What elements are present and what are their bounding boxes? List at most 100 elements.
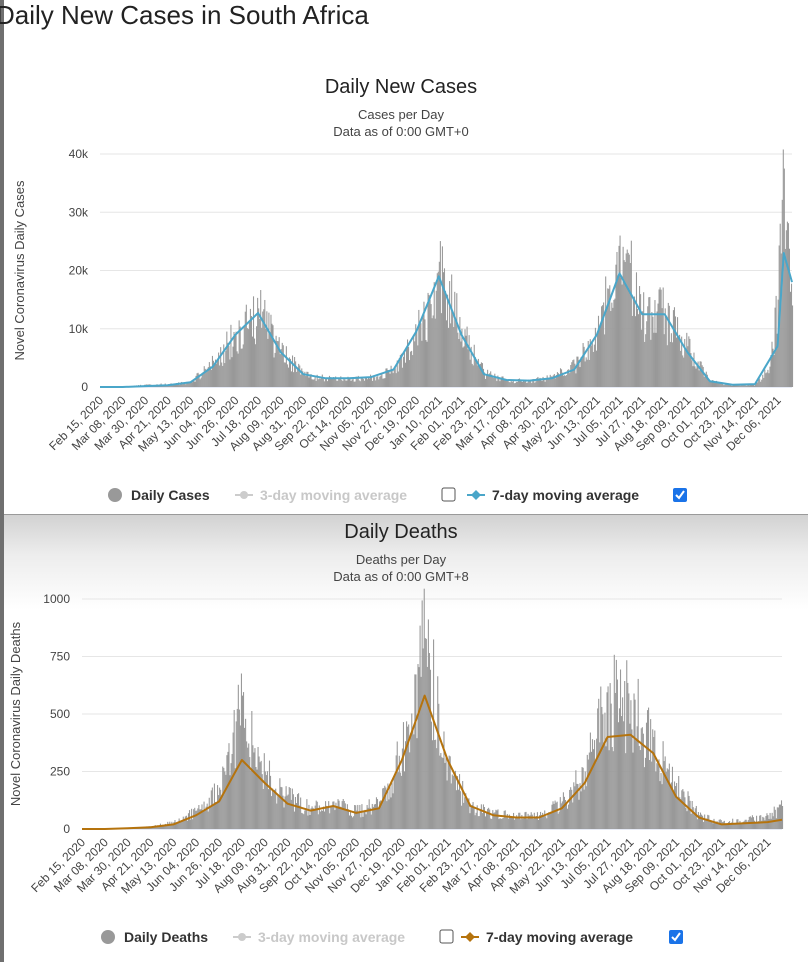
legend-avg3-marker[interactable] — [238, 933, 246, 941]
daily-bar — [646, 321, 647, 387]
daily-bar — [677, 797, 678, 829]
daily-bar — [424, 589, 425, 829]
daily-bar — [240, 725, 241, 829]
daily-bar — [534, 383, 535, 387]
legend-avg3-label[interactable]: 3-day moving average — [260, 487, 407, 503]
daily-bar — [433, 639, 434, 829]
daily-bar — [485, 379, 486, 387]
daily-bar — [643, 734, 644, 829]
daily-bar — [537, 812, 538, 829]
daily-bar — [596, 739, 597, 829]
daily-bar — [530, 381, 531, 387]
daily-bar — [276, 804, 277, 829]
legend-avg7-label[interactable]: 7-day moving average — [492, 487, 639, 503]
daily-bar — [765, 373, 766, 387]
legend-avg3-marker[interactable] — [240, 491, 248, 499]
daily-bar — [193, 809, 194, 829]
daily-bar — [479, 367, 480, 387]
daily-bar — [490, 371, 491, 387]
daily-bar — [569, 373, 570, 387]
daily-bar — [763, 378, 764, 387]
daily-bar — [326, 378, 327, 387]
daily-bar — [188, 383, 189, 387]
daily-bar — [314, 810, 315, 829]
daily-bar — [440, 753, 441, 829]
daily-bar — [486, 374, 487, 387]
daily-bar — [606, 309, 607, 387]
daily-bar — [658, 304, 659, 387]
daily-bar — [278, 797, 279, 829]
daily-bar — [644, 767, 645, 829]
daily-bar — [525, 381, 526, 387]
daily-bar — [563, 792, 564, 829]
daily-bar — [334, 378, 335, 387]
daily-bar — [555, 378, 556, 387]
daily-bar — [578, 800, 579, 829]
daily-bar — [377, 799, 378, 829]
daily-bar — [418, 310, 419, 387]
daily-bar — [613, 300, 614, 387]
daily-bar — [600, 324, 601, 387]
legend-daily-marker[interactable] — [108, 488, 122, 502]
daily-bar — [379, 377, 380, 387]
daily-bar — [759, 379, 760, 387]
daily-bar — [595, 763, 596, 829]
legend-avg3-label[interactable]: 3-day moving average — [258, 929, 405, 945]
daily-bar — [478, 816, 479, 829]
daily-bar — [564, 797, 565, 829]
daily-bar — [499, 381, 500, 387]
daily-bar — [689, 796, 690, 829]
legend-daily-marker[interactable] — [101, 930, 115, 944]
legend-daily-label[interactable]: Daily Deaths — [124, 929, 208, 945]
daily-bar — [231, 763, 232, 829]
daily-bar — [777, 807, 778, 829]
daily-bar — [605, 276, 606, 387]
daily-bar — [394, 370, 395, 387]
daily-bar — [453, 327, 454, 387]
daily-bar — [678, 776, 679, 829]
daily-bar — [699, 370, 700, 387]
daily-bar — [538, 820, 539, 829]
daily-bar — [485, 816, 486, 829]
daily-bar — [447, 295, 448, 387]
daily-bar — [259, 319, 260, 387]
daily-bar — [671, 333, 672, 387]
daily-bar — [246, 305, 247, 387]
daily-bar — [426, 342, 427, 387]
legend-avg7-marker[interactable] — [465, 932, 475, 942]
daily-bar — [489, 810, 490, 829]
avg3-checkbox[interactable] — [442, 488, 455, 501]
daily-bar — [724, 385, 725, 387]
daily-bar — [602, 714, 603, 829]
daily-bar — [307, 816, 308, 829]
avg3-checkbox[interactable] — [440, 930, 453, 943]
y-tick-label: 1000 — [43, 592, 70, 606]
daily-bar — [773, 816, 774, 829]
daily-bar — [771, 342, 772, 387]
daily-bar — [656, 312, 657, 387]
daily-bar — [320, 812, 321, 829]
daily-bar — [421, 677, 422, 829]
daily-bar — [194, 382, 195, 387]
daily-bar — [362, 378, 363, 387]
daily-bar — [451, 274, 452, 387]
daily-bar — [769, 367, 770, 387]
daily-bar — [463, 803, 464, 829]
legend-daily-label[interactable]: Daily Cases — [131, 487, 210, 503]
chart-data-as-of: Data as of 0:00 GMT+8 — [333, 569, 468, 584]
daily-bar — [695, 808, 696, 829]
daily-bar — [198, 805, 199, 829]
daily-bar — [422, 600, 423, 829]
daily-bar — [510, 382, 511, 387]
daily-bar — [635, 700, 636, 829]
daily-bar — [209, 798, 210, 829]
daily-bar — [591, 752, 592, 829]
legend-avg7-marker[interactable] — [471, 490, 481, 500]
daily-bar — [406, 347, 407, 387]
daily-bar — [514, 820, 515, 829]
legend: Daily Cases 3-day moving average 7-day mov… — [108, 487, 687, 503]
daily-bar — [463, 346, 464, 387]
daily-bar — [540, 812, 541, 829]
legend-avg7-label[interactable]: 7-day moving average — [486, 929, 633, 945]
daily-bar — [394, 778, 395, 829]
